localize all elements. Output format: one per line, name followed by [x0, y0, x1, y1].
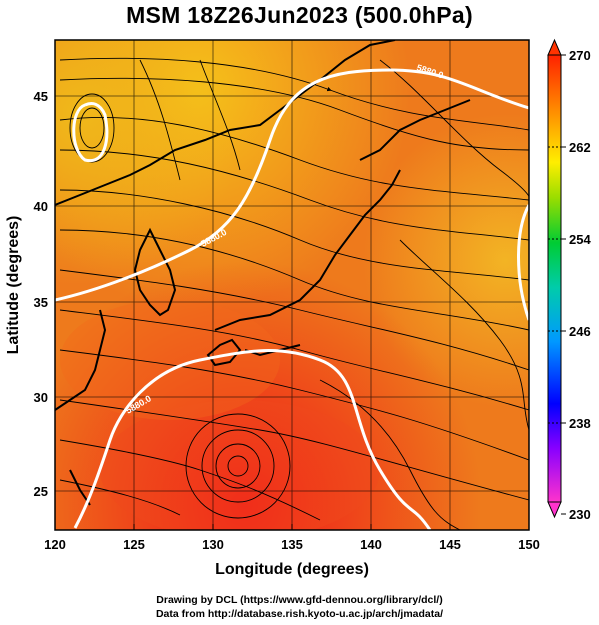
- y-tick-label: 30: [34, 390, 48, 405]
- colorbar: 270 262 254 246 238 230: [547, 38, 591, 522]
- x-tick-label: 145: [439, 537, 461, 552]
- x-tick-label: 125: [123, 537, 145, 552]
- x-axis: [54, 524, 530, 530]
- y-tick-label: 40: [34, 199, 48, 214]
- x-tick-label: 130: [202, 537, 224, 552]
- coastlines: [55, 40, 471, 506]
- x-tick-labels: 120 125 130 135 140 145 150: [44, 537, 540, 552]
- x-tick-label: 140: [360, 537, 382, 552]
- colorbar-label: 262: [569, 140, 591, 155]
- x-tick-label: 120: [44, 537, 66, 552]
- x-axis-label: Longitude (degrees): [215, 561, 369, 578]
- footer-credit-drawing: Drawing by DCL (https://www.gfd-dennou.o…: [156, 594, 443, 606]
- footer-credit-data: Data from http://database.rish.kyoto-u.a…: [155, 608, 444, 620]
- colorbar-label: 238: [569, 416, 591, 431]
- height-contour-5880: [55, 68, 529, 530]
- y-tick-label: 35: [34, 295, 48, 310]
- x-tick-label: 135: [281, 537, 303, 552]
- y-tick-label: 25: [34, 484, 48, 499]
- colorbar-label: 246: [569, 324, 591, 339]
- chart-title: MSM 18Z26Jun2023 (500.0hPa): [126, 2, 473, 28]
- colorbar-label: 230: [569, 507, 591, 522]
- colorbar-label: 254: [569, 232, 591, 247]
- y-axis-label: Latitude (degrees): [5, 216, 22, 355]
- colorbar-label: 270: [569, 48, 591, 63]
- y-tick-label: 45: [34, 89, 48, 104]
- y-tick-labels: 25 30 35 40 45: [34, 89, 48, 499]
- x-tick-label: 150: [518, 537, 540, 552]
- streamlines: [59, 57, 529, 530]
